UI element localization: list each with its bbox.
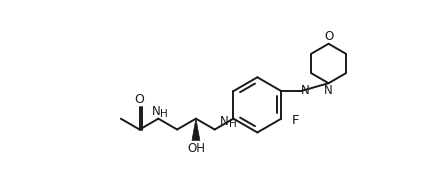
Text: H: H bbox=[160, 109, 168, 119]
Text: N: N bbox=[220, 115, 229, 128]
Text: N: N bbox=[152, 105, 161, 118]
Text: O: O bbox=[324, 30, 333, 43]
Text: F: F bbox=[291, 114, 299, 127]
Text: N: N bbox=[300, 84, 309, 97]
Text: O: O bbox=[135, 94, 145, 106]
Polygon shape bbox=[192, 119, 200, 140]
Text: H: H bbox=[229, 119, 236, 129]
Text: N: N bbox=[324, 84, 333, 97]
Text: OH: OH bbox=[187, 142, 205, 155]
